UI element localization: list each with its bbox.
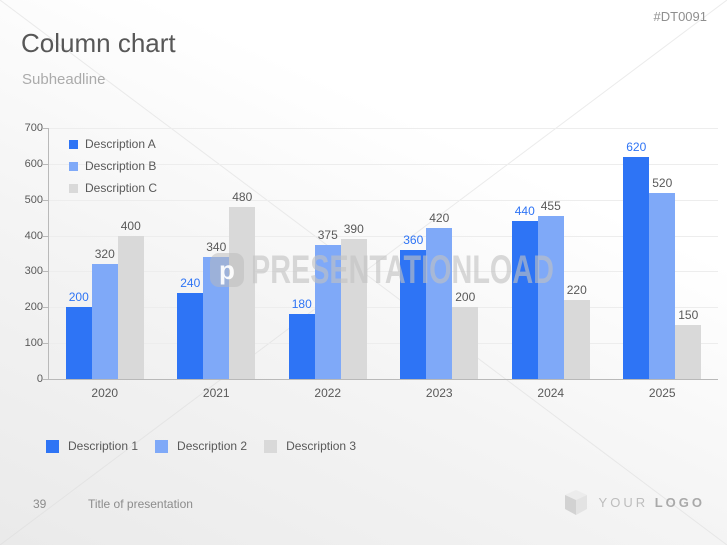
legend-swatch <box>155 439 169 453</box>
bar-description-c-2025 <box>675 325 702 379</box>
bar-value-label: 150 <box>678 308 699 323</box>
legend-label: Description 2 <box>177 439 248 453</box>
template-sku-label: #DT0091 <box>653 9 707 24</box>
bar-description-b-2023 <box>426 228 453 379</box>
bar-value-label: 620 <box>626 139 647 154</box>
bar-value-label: 200 <box>455 290 476 305</box>
bar-value-label: 520 <box>652 175 673 190</box>
legend-label: Description B <box>85 159 157 173</box>
y-axis-label-0: 0 <box>36 373 43 385</box>
gridline-600 <box>49 163 718 165</box>
bar-description-c-2020 <box>117 235 144 379</box>
bar-value-label: 400 <box>120 218 141 233</box>
legend-label: Description A <box>85 137 156 151</box>
y-axis-tick-400 <box>43 235 49 237</box>
bar-value-label: 340 <box>206 240 227 255</box>
bottom-legend-item: Description 1 <box>46 439 138 453</box>
bar-description-a-2024 <box>511 221 538 379</box>
y-axis-label-100: 100 <box>24 337 43 350</box>
legend-swatch <box>69 183 78 193</box>
bar-description-c-2021 <box>229 206 256 379</box>
bar-value-label: 375 <box>317 227 338 242</box>
gridline-400 <box>49 235 718 237</box>
x-axis-label-2024: 2024 <box>537 386 565 400</box>
y-axis-label-700: 700 <box>24 122 43 134</box>
legend-label: Description 1 <box>68 439 139 453</box>
bar-description-c-2024 <box>563 300 590 379</box>
gridline-100 <box>49 343 718 345</box>
gridline-500 <box>49 199 718 201</box>
bar-value-label: 320 <box>94 247 115 262</box>
x-axis-label-2021: 2021 <box>202 386 230 400</box>
legend-label: Description C <box>85 181 158 195</box>
legend-swatch <box>46 439 59 453</box>
gridline-200 <box>49 307 718 309</box>
y-axis-label-600: 600 <box>24 157 43 170</box>
y-axis-tick-0 <box>43 379 49 380</box>
y-axis-tick-600 <box>43 163 49 165</box>
bar-value-label: 420 <box>429 211 450 226</box>
logo-text: YOUR LOGO <box>599 495 705 510</box>
legend-label: Description 3 <box>286 439 357 453</box>
x-axis-label-2025: 2025 <box>648 386 676 400</box>
page-number: 39 <box>33 497 47 511</box>
x-axis-label-2023: 2023 <box>425 386 453 400</box>
y-axis-tick-500 <box>43 199 49 201</box>
bar-value-label: 455 <box>540 198 561 213</box>
bar-value-label: 240 <box>180 275 201 290</box>
bar-value-label: 480 <box>232 189 253 204</box>
bar-value-label: 200 <box>68 290 89 305</box>
bar-value-label: 440 <box>514 204 535 219</box>
bottom-legend-item: Description 2 <box>155 439 247 453</box>
bar-description-c-2023 <box>452 307 479 379</box>
x-axis-label-2020: 2020 <box>91 386 119 400</box>
bar-description-c-2022 <box>340 239 367 379</box>
placeholder-logo: YOUR LOGO <box>564 489 705 516</box>
bar-description-a-2021 <box>177 292 204 379</box>
y-axis-tick-200 <box>43 307 49 309</box>
bar-description-b-2025 <box>649 192 676 379</box>
legend-swatch <box>264 439 278 453</box>
bar-value-label: 360 <box>403 232 424 247</box>
bar-description-a-2022 <box>288 314 315 379</box>
chart-legend-item: Description C <box>69 177 157 199</box>
bar-description-a-2023 <box>400 249 427 379</box>
bar-description-b-2020 <box>91 264 118 379</box>
legend-swatch <box>69 139 78 149</box>
y-axis-label-500: 500 <box>24 193 43 206</box>
x-axis-label-2022: 2022 <box>314 386 342 400</box>
footer-presentation-title: Title of presentation <box>88 497 193 511</box>
legend-swatch <box>69 161 78 171</box>
bottom-legend-item: Description 3 <box>264 439 356 453</box>
bar-description-a-2025 <box>623 156 650 379</box>
page-title: Column chart <box>21 28 176 58</box>
y-axis-label-400: 400 <box>24 229 43 242</box>
logo-cube-icon <box>564 490 587 515</box>
y-axis-tick-300 <box>43 271 49 273</box>
bar-value-label: 220 <box>566 283 587 298</box>
chart-legend: Description A Description B Description C <box>69 133 157 199</box>
bar-description-b-2021 <box>203 257 230 379</box>
bar-value-label: 180 <box>291 297 312 312</box>
page-subtitle: Subheadline <box>22 71 106 88</box>
bar-value-label: 390 <box>343 222 364 237</box>
bar-description-b-2022 <box>314 244 341 379</box>
gridline-300 <box>49 271 718 273</box>
column-chart-plot-area: 0 100 200 300 400 500 600 700 200 320 400 2020 240 34… <box>25 122 718 400</box>
y-axis-tick-100 <box>43 343 49 345</box>
gridline-700 <box>49 128 718 129</box>
y-axis-tick-700 <box>43 128 49 129</box>
y-axis-label-200: 200 <box>24 301 43 314</box>
bar-description-a-2020 <box>65 307 92 379</box>
logo-word-bold: LOGO <box>654 495 705 510</box>
logo-word-light: YOUR <box>598 495 649 510</box>
chart-legend-item: Description A <box>69 133 157 155</box>
y-axis-label-300: 300 <box>24 265 43 278</box>
chart-legend-item: Description B <box>69 155 157 177</box>
bar-description-b-2024 <box>537 215 564 379</box>
bottom-legend: Description 1 Description 2 Description 3 <box>46 439 356 453</box>
